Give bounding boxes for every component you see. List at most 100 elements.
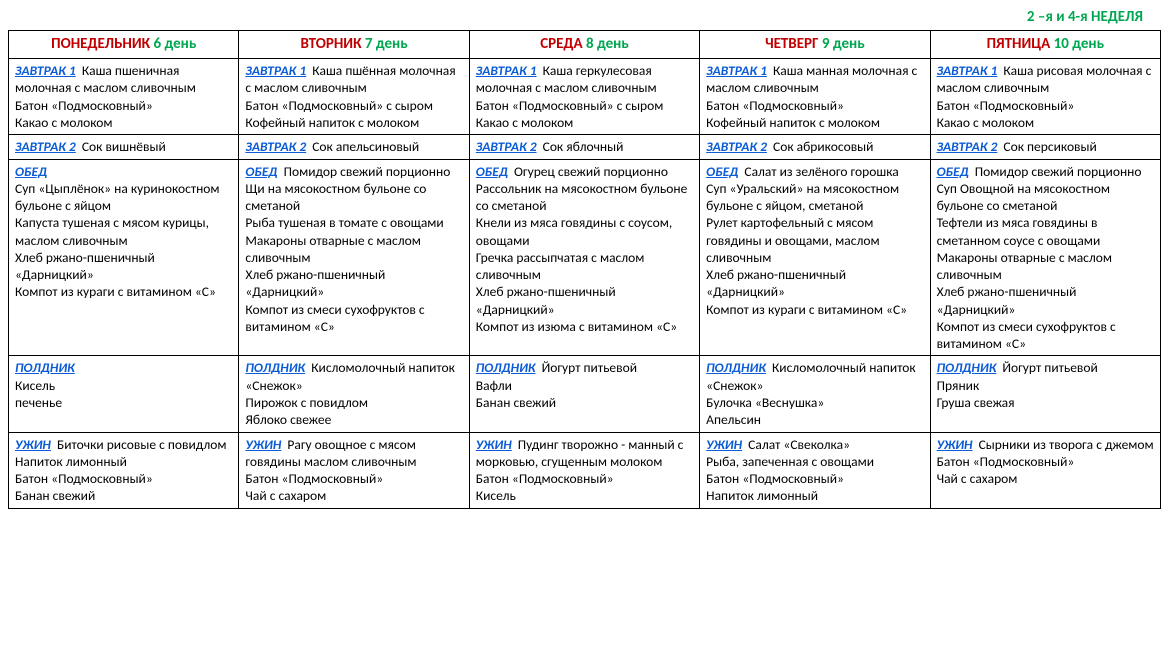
menu-line: Капуста тушеная с мясом курицы, маслом с… bbox=[15, 214, 232, 249]
menu-line: ЗАВТРАК 2 Сок апельсиновый bbox=[245, 138, 462, 155]
meal-label: ОБЕД bbox=[937, 163, 969, 180]
meal-label: ОБЕД bbox=[476, 163, 508, 180]
menu-cell: ОБЕД Помидор свежий порционноСуп Овощной… bbox=[930, 159, 1160, 356]
meal-label: ЗАВТРАК 1 bbox=[706, 62, 767, 79]
menu-line: Чай с сахаром bbox=[245, 487, 462, 504]
menu-line: Батон «Подмосковный» bbox=[706, 470, 923, 487]
menu-line: ЗАВТРАК 2 Сок яблочный bbox=[476, 138, 693, 155]
menu-line: ПОЛДНИК Йогурт питьевой bbox=[476, 359, 693, 376]
menu-line: Чай с сахаром bbox=[937, 470, 1154, 487]
column-header: ПЯТНИЦА 10 день bbox=[930, 31, 1160, 59]
menu-line: Рулет картофельный с мясом говядины и ов… bbox=[706, 214, 923, 266]
menu-line: ПОЛДНИК Йогурт питьевой bbox=[937, 359, 1154, 376]
menu-line: Кисель bbox=[15, 377, 232, 394]
menu-cell: УЖИН Салат «Свеколка»Рыба, запеченная с … bbox=[700, 432, 930, 508]
day-name: СРЕДА bbox=[540, 35, 582, 53]
week-label: 2 –я и 4-я НЕДЕЛЯ bbox=[8, 8, 1161, 26]
menu-cell: ОБЕД Салат из зелёного горошкаСуп «Ураль… bbox=[700, 159, 930, 356]
menu-line: ЗАВТРАК 1 Каша пшеничная молочная с масл… bbox=[15, 62, 232, 97]
menu-line: Рыба тушеная в томате с овощами bbox=[245, 214, 462, 231]
meal-label: ОБЕД bbox=[245, 163, 277, 180]
menu-line: ПОЛДНИК Кисломолочный напиток «Снежок» bbox=[706, 359, 923, 394]
menu-line: Какао с молоком bbox=[476, 114, 693, 131]
menu-line: Компот из смеси сухофруктов с витамином … bbox=[245, 301, 462, 336]
menu-line: Рассольник на мясокостном бульоне со сме… bbox=[476, 180, 693, 215]
menu-line: ОБЕД Огурец свежий порционно bbox=[476, 163, 693, 180]
menu-line: Хлеб ржано-пшеничный «Дарницкий» bbox=[245, 266, 462, 301]
meal-label: ЗАВТРАК 2 bbox=[15, 138, 76, 155]
menu-line: УЖИН Пудинг творожно - манный с морковью… bbox=[476, 436, 693, 471]
menu-cell: ЗАВТРАК 1 Каша рисовая молочная с маслом… bbox=[930, 59, 1160, 135]
menu-line: Кисель bbox=[476, 487, 693, 504]
menu-cell: ПОЛДНИККисельпеченье bbox=[9, 356, 239, 432]
menu-cell: ЗАВТРАК 2 Сок яблочный bbox=[469, 135, 699, 159]
day-name: ПЯТНИЦА bbox=[987, 35, 1051, 53]
day-number: 8 день bbox=[583, 35, 629, 53]
day-name: ЧЕТВЕРГ bbox=[765, 35, 818, 53]
menu-line: Банан свежий bbox=[476, 394, 693, 411]
menu-cell: ОБЕД Огурец свежий порционноРассольник н… bbox=[469, 159, 699, 356]
menu-cell: ПОЛДНИК Йогурт питьевойПряникГруша свежа… bbox=[930, 356, 1160, 432]
meal-label: ПОЛДНИК bbox=[245, 359, 305, 376]
menu-line: ЗАВТРАК 1 Каша геркулесовая молочная с м… bbox=[476, 62, 693, 97]
menu-cell: ЗАВТРАК 1 Каша геркулесовая молочная с м… bbox=[469, 59, 699, 135]
menu-cell: ПОЛДНИК Кисломолочный напиток «Снежок»Бу… bbox=[700, 356, 930, 432]
meal-label: ЗАВТРАК 2 bbox=[706, 138, 767, 155]
meal-label: ЗАВТРАК 2 bbox=[245, 138, 306, 155]
menu-line: Батон «Подмосковный» bbox=[245, 470, 462, 487]
column-header: ЧЕТВЕРГ 9 день bbox=[700, 31, 930, 59]
day-number: 9 день bbox=[819, 35, 865, 53]
menu-cell: ОБЕД Помидор свежий порционноЩи на мясок… bbox=[239, 159, 469, 356]
menu-line: Суп «Цыплёнок» на куринокостном бульоне … bbox=[15, 180, 232, 215]
menu-line: Банан свежий bbox=[15, 487, 232, 504]
meal-label: ЗАВТРАК 1 bbox=[476, 62, 537, 79]
menu-line: Макароны отварные с маслом сливочным bbox=[937, 249, 1154, 284]
meal-label: ЗАВТРАК 1 bbox=[245, 62, 306, 79]
day-name: ВТОРНИК bbox=[301, 35, 362, 53]
menu-cell: УЖИН Рагу овощное с мясом говядины масло… bbox=[239, 432, 469, 508]
menu-cell: УЖИН Пудинг творожно - манный с морковью… bbox=[469, 432, 699, 508]
menu-line: Макароны отварные с маслом сливочным bbox=[245, 232, 462, 267]
day-number: 7 день bbox=[362, 35, 408, 53]
menu-line: Какао с молоком bbox=[937, 114, 1154, 131]
menu-line: Пирожок с повидлом bbox=[245, 394, 462, 411]
day-number: 10 день bbox=[1050, 35, 1104, 53]
menu-cell: ЗАВТРАК 2 Сок апельсиновый bbox=[239, 135, 469, 159]
menu-line: Батон «Подмосковный» bbox=[15, 470, 232, 487]
meal-label: ЗАВТРАК 1 bbox=[15, 62, 76, 79]
menu-line: Апельсин bbox=[706, 411, 923, 428]
menu-line: Батон «Подмосковный» с сыром bbox=[476, 97, 693, 114]
menu-line: ОБЕД Помидор свежий порционно bbox=[245, 163, 462, 180]
menu-line: Хлеб ржано-пшеничный «Дарницкий» bbox=[476, 283, 693, 318]
menu-cell: УЖИН Сырники из творога с джемомБатон «П… bbox=[930, 432, 1160, 508]
column-header: ПОНЕДЕЛЬНИК 6 день bbox=[9, 31, 239, 59]
menu-line: Груша свежая bbox=[937, 394, 1154, 411]
menu-line: Рыба, запеченная с овощами bbox=[706, 453, 923, 470]
menu-line: Батон «Подмосковный» bbox=[937, 453, 1154, 470]
meal-label: УЖИН bbox=[15, 436, 51, 453]
table-row: ЗАВТРАК 1 Каша пшеничная молочная с масл… bbox=[9, 59, 1161, 135]
menu-line: ЗАВТРАК 2 Сок вишнёвый bbox=[15, 138, 232, 155]
menu-line: ОБЕД Помидор свежий порционно bbox=[937, 163, 1154, 180]
meal-label: ОБЕД bbox=[15, 163, 47, 180]
menu-line: ОБЕД Салат из зелёного горошка bbox=[706, 163, 923, 180]
menu-line: Яблоко свежее bbox=[245, 411, 462, 428]
meal-label: ОБЕД bbox=[706, 163, 738, 180]
meal-label: ЗАВТРАК 2 bbox=[937, 138, 998, 155]
meal-label: ПОЛДНИК bbox=[706, 359, 766, 376]
menu-line: ЗАВТРАК 2 Сок абрикосовый bbox=[706, 138, 923, 155]
meal-label: УЖИН bbox=[706, 436, 742, 453]
day-number: 6 день bbox=[150, 35, 196, 53]
menu-line: Кнели из мяса говядины с соусом, овощами bbox=[476, 214, 693, 249]
menu-line: ЗАВТРАК 1 Каша пшённая молочная с маслом… bbox=[245, 62, 462, 97]
menu-cell: ПОЛДНИК Кисломолочный напиток «Снежок»Пи… bbox=[239, 356, 469, 432]
menu-cell: ЗАВТРАК 2 Сок персиковый bbox=[930, 135, 1160, 159]
menu-line: Кофейный напиток с молоком bbox=[245, 114, 462, 131]
menu-line: Гречка рассыпчатая с маслом сливочным bbox=[476, 249, 693, 284]
meal-label: ПОЛДНИК bbox=[15, 359, 75, 376]
menu-line: Напиток лимонный bbox=[706, 487, 923, 504]
menu-line: УЖИН Рагу овощное с мясом говядины масло… bbox=[245, 436, 462, 471]
menu-cell: ОБЕДСуп «Цыплёнок» на куринокостном буль… bbox=[9, 159, 239, 356]
table-row: ОБЕДСуп «Цыплёнок» на куринокостном буль… bbox=[9, 159, 1161, 356]
menu-line: ЗАВТРАК 2 Сок персиковый bbox=[937, 138, 1154, 155]
